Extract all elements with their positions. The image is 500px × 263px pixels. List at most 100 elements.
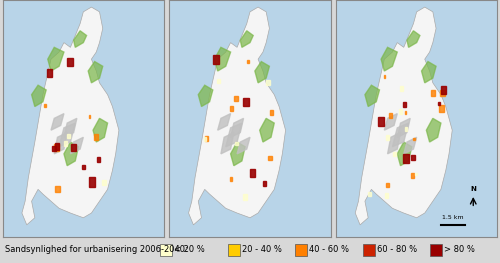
Polygon shape: [412, 155, 414, 160]
Polygon shape: [398, 118, 410, 137]
Polygon shape: [66, 134, 70, 138]
Polygon shape: [260, 118, 274, 142]
Polygon shape: [268, 156, 272, 160]
Polygon shape: [246, 60, 248, 63]
Polygon shape: [82, 165, 84, 169]
Polygon shape: [214, 47, 230, 71]
Text: 20 - 40 %: 20 - 40 %: [242, 245, 282, 254]
Polygon shape: [188, 7, 286, 225]
Polygon shape: [250, 169, 254, 176]
Polygon shape: [70, 137, 84, 154]
Polygon shape: [56, 186, 60, 193]
Polygon shape: [266, 80, 270, 85]
Polygon shape: [230, 118, 243, 137]
Polygon shape: [230, 177, 232, 180]
Polygon shape: [365, 85, 380, 107]
Polygon shape: [32, 85, 46, 107]
Polygon shape: [46, 69, 52, 77]
Polygon shape: [93, 118, 108, 142]
Polygon shape: [54, 133, 67, 154]
Text: 1.5 km: 1.5 km: [442, 215, 464, 220]
Polygon shape: [44, 104, 46, 108]
Polygon shape: [404, 127, 407, 131]
Polygon shape: [198, 85, 213, 107]
Polygon shape: [413, 138, 414, 140]
Polygon shape: [440, 86, 446, 94]
Polygon shape: [422, 62, 436, 83]
Text: 60 - 80 %: 60 - 80 %: [376, 245, 416, 254]
Polygon shape: [270, 110, 273, 115]
Polygon shape: [438, 102, 440, 105]
Polygon shape: [394, 151, 396, 156]
Polygon shape: [403, 102, 406, 107]
FancyBboxPatch shape: [160, 244, 172, 256]
Polygon shape: [48, 47, 64, 71]
Polygon shape: [217, 79, 220, 83]
Polygon shape: [381, 47, 398, 71]
Polygon shape: [102, 180, 106, 185]
Text: N: N: [470, 186, 476, 192]
Polygon shape: [96, 157, 100, 162]
Polygon shape: [378, 117, 384, 126]
Polygon shape: [389, 113, 392, 118]
Polygon shape: [263, 181, 266, 186]
Polygon shape: [51, 114, 64, 130]
Polygon shape: [206, 136, 208, 140]
Polygon shape: [22, 7, 119, 225]
Polygon shape: [405, 111, 406, 114]
Polygon shape: [213, 55, 220, 64]
Polygon shape: [404, 137, 416, 154]
Polygon shape: [385, 193, 388, 198]
Polygon shape: [230, 106, 234, 111]
Polygon shape: [64, 141, 67, 146]
Text: 40 - 60 %: 40 - 60 %: [309, 245, 349, 254]
Polygon shape: [244, 194, 248, 200]
Polygon shape: [226, 123, 242, 147]
FancyBboxPatch shape: [295, 244, 307, 256]
Polygon shape: [388, 133, 400, 154]
Polygon shape: [255, 62, 270, 83]
Polygon shape: [236, 142, 238, 145]
Polygon shape: [204, 137, 206, 141]
FancyBboxPatch shape: [228, 244, 240, 256]
Polygon shape: [430, 90, 435, 96]
Text: > 80 %: > 80 %: [444, 245, 475, 254]
FancyBboxPatch shape: [362, 244, 375, 256]
Polygon shape: [415, 173, 417, 175]
Polygon shape: [410, 173, 414, 178]
Polygon shape: [368, 192, 371, 196]
Polygon shape: [386, 183, 390, 188]
Polygon shape: [88, 177, 95, 187]
Polygon shape: [439, 105, 444, 112]
Polygon shape: [384, 75, 386, 78]
Polygon shape: [230, 142, 245, 166]
Polygon shape: [355, 7, 452, 225]
Polygon shape: [64, 142, 78, 166]
Polygon shape: [384, 114, 398, 130]
Polygon shape: [74, 31, 86, 47]
Polygon shape: [55, 143, 60, 150]
Polygon shape: [426, 118, 441, 142]
Polygon shape: [392, 123, 408, 147]
Polygon shape: [244, 98, 249, 107]
Polygon shape: [94, 134, 98, 140]
Polygon shape: [403, 154, 409, 163]
Polygon shape: [64, 118, 77, 137]
Polygon shape: [407, 31, 420, 47]
Polygon shape: [386, 135, 390, 140]
Polygon shape: [399, 109, 402, 114]
Polygon shape: [234, 96, 238, 101]
Polygon shape: [400, 86, 403, 91]
Polygon shape: [71, 144, 76, 151]
Polygon shape: [218, 114, 230, 130]
Polygon shape: [240, 31, 253, 47]
Polygon shape: [54, 144, 58, 151]
Text: < 20 %: < 20 %: [174, 245, 205, 254]
Polygon shape: [398, 142, 412, 166]
Text: Sandsynlighed for urbanisering 2006-2040:: Sandsynlighed for urbanisering 2006-2040…: [5, 245, 188, 254]
Polygon shape: [67, 58, 72, 65]
Polygon shape: [88, 62, 102, 83]
FancyBboxPatch shape: [430, 244, 442, 256]
Polygon shape: [88, 115, 90, 118]
Polygon shape: [52, 146, 56, 151]
